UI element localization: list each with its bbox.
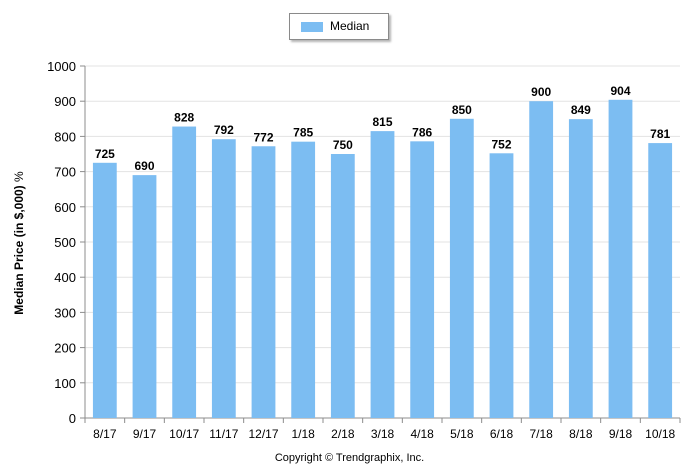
data-label: 690: [134, 159, 154, 173]
bar: [489, 153, 514, 418]
y-tick-label: 100: [54, 376, 76, 391]
bar: [370, 131, 395, 418]
bar: [330, 154, 355, 418]
x-tick-label: 8/17: [93, 427, 117, 441]
bar: [172, 126, 197, 418]
y-tick-labels: 0 100 200 300 400 500 600 700 800 900 1000: [47, 59, 76, 426]
bar: [132, 175, 157, 418]
y-tick-label: 300: [54, 305, 76, 320]
x-tick-label: 8/18: [569, 427, 593, 441]
bar: [92, 162, 117, 418]
data-label: 900: [531, 85, 551, 99]
data-label: 792: [214, 123, 234, 137]
bar: [291, 141, 316, 418]
y-tick-label: 1000: [47, 59, 76, 74]
x-tick-label: 12/17: [248, 427, 278, 441]
legend-swatch-median: [301, 22, 323, 32]
legend: Median: [289, 13, 389, 40]
data-label: 772: [253, 130, 273, 144]
data-label: 750: [333, 138, 353, 152]
x-tick-label: 11/17: [209, 427, 238, 441]
x-tick-label: 1/18: [291, 427, 315, 441]
y-tick-label: 800: [54, 129, 76, 144]
data-label: 781: [650, 127, 670, 141]
x-tick-label: 6/18: [490, 427, 514, 441]
data-label: 828: [174, 111, 194, 125]
bar: [529, 101, 554, 418]
y-tick-label: 600: [54, 200, 76, 215]
y-axis-title-unit: %: [12, 171, 26, 182]
y-tick-label: 700: [54, 165, 76, 180]
y-axis-title: Median Price (in $,000) %: [12, 171, 26, 314]
data-label: 725: [95, 147, 115, 161]
x-tick-label: 2/18: [331, 427, 355, 441]
data-label: 785: [293, 126, 313, 140]
y-tick-label: 400: [54, 270, 76, 285]
bar: [648, 143, 673, 418]
x-tick-label: 4/18: [410, 427, 434, 441]
data-label: 752: [491, 137, 511, 151]
bar: [251, 146, 276, 419]
data-labels: 725 690 828 792 772 785 750 815 786 850 752 900 849 9…: [95, 84, 671, 173]
x-tick-label: 5/18: [450, 427, 474, 441]
bars: [92, 99, 673, 419]
x-tick-label: 10/18: [645, 427, 675, 441]
x-tick-label: 9/17: [133, 427, 157, 441]
bar: [568, 119, 593, 418]
x-tick-label: 10/17: [169, 427, 199, 441]
copyright-credit: Copyright © Trendgraphix, Inc.: [274, 452, 425, 464]
bar: [211, 139, 236, 418]
y-tick-label: 0: [69, 411, 76, 426]
x-tick-label: 3/18: [371, 427, 395, 441]
data-label: 904: [610, 84, 630, 98]
y-axis-title-text: Median Price (in $,000): [12, 185, 26, 315]
data-label: 849: [571, 103, 591, 117]
bar: [608, 99, 633, 419]
x-tick-label: 7/18: [529, 427, 553, 441]
bar: [449, 118, 474, 419]
x-tick-label: 9/18: [609, 427, 633, 441]
x-tick-labels: 8/17 9/17 10/17 11/17 12/17 1/18 2/18 3/18 4/18 5…: [93, 427, 675, 441]
y-tick-label: 500: [54, 235, 76, 250]
data-label: 815: [372, 115, 392, 129]
data-label: 850: [452, 103, 472, 117]
legend-label-median: Median: [330, 19, 370, 33]
data-label: 786: [412, 125, 432, 139]
y-tick-label: 200: [54, 341, 76, 356]
y-tick-label: 900: [54, 94, 76, 109]
bar: [410, 141, 435, 418]
